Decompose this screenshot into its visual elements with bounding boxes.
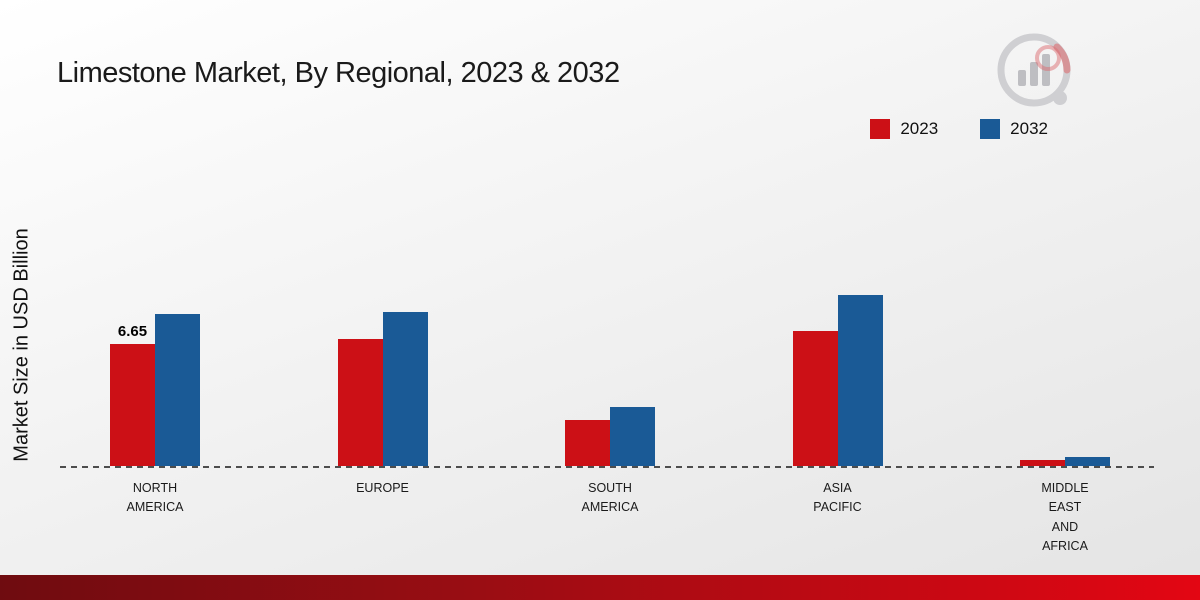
x-axis-baseline: [60, 466, 1154, 468]
legend: 2023 2032: [870, 119, 1048, 139]
category-label-middle-east-and-africa: MIDDLE EAST AND AFRICA: [1041, 481, 1089, 554]
footer-band: [0, 575, 1200, 600]
bar-2032-south-america: [610, 407, 655, 466]
category-label-asia-pacific: ASIA PACIFIC: [813, 481, 862, 515]
bar-2032-middle-east-and-africa: [1065, 457, 1110, 466]
legend-swatch-2023: [870, 119, 891, 139]
bar-2032-asia-pacific: [837, 295, 883, 466]
bar-2023-north-america: [110, 344, 155, 466]
page-title: Limestone Market, By Regional, 2023 & 20…: [57, 57, 620, 90]
bar-2023-middle-east-and-africa: [1020, 460, 1065, 466]
category-label-north-america: NORTH AMERICA: [126, 481, 184, 515]
category-label-south-america: SOUTH AMERICA: [581, 481, 639, 515]
bar-2023-south-america: [565, 420, 610, 466]
category-label-europe: EUROPE: [356, 481, 409, 495]
legend-item-2023: 2023: [870, 119, 938, 139]
bar-2023-europe: [337, 339, 383, 466]
bar-2023-asia-pacific: [792, 331, 838, 466]
bar-2032-north-america: [155, 314, 200, 466]
value-label-north-america-2023: 6.65: [117, 323, 148, 340]
legend-swatch-2032: [980, 119, 1001, 139]
legend-label-2023: 2023: [900, 119, 939, 138]
brand-logo-icon: [997, 33, 1071, 107]
legend-label-2032: 2032: [1010, 119, 1048, 138]
bar-2032-europe: [382, 312, 428, 466]
legend-item-2032: 2032: [980, 119, 1048, 139]
